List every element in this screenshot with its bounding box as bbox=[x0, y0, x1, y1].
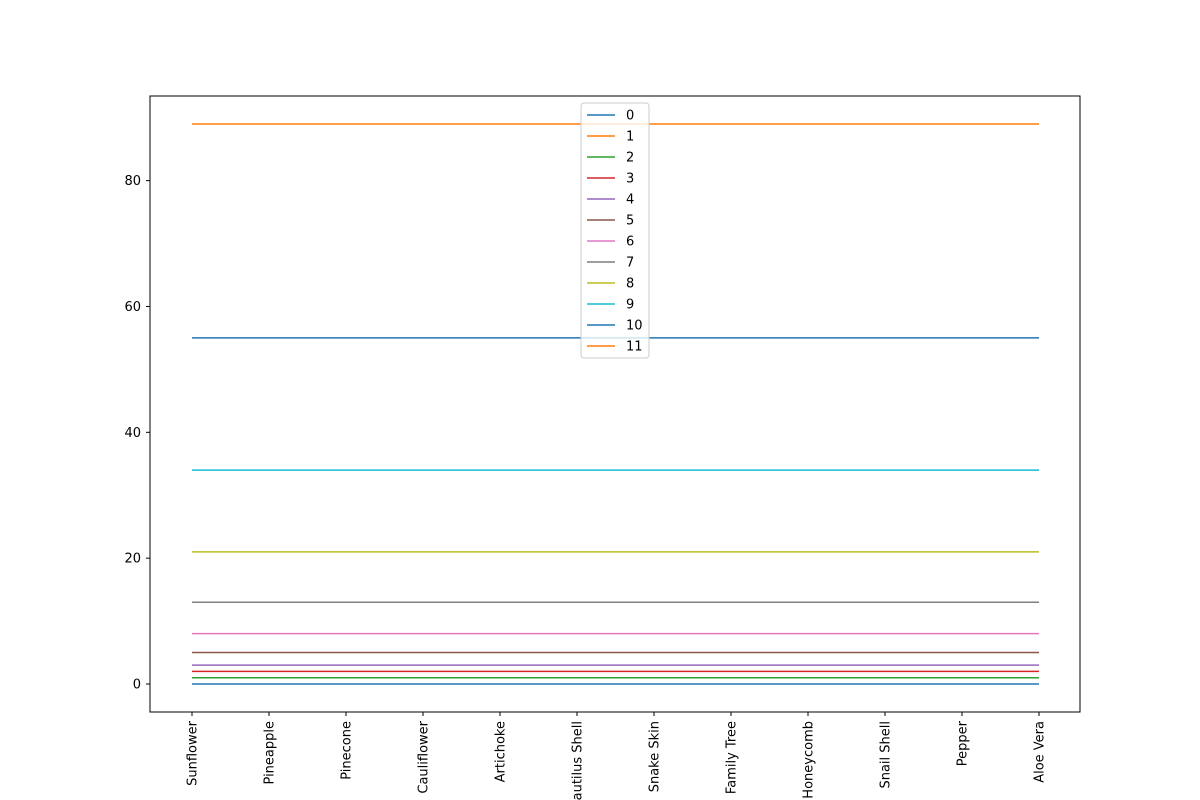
legend-label-5: 5 bbox=[626, 214, 634, 229]
plot-area-frame bbox=[149, 95, 1081, 713]
x-tick-label: Nautilus Shell bbox=[571, 721, 586, 800]
legend-label-11: 11 bbox=[626, 340, 643, 355]
legend-label-2: 2 bbox=[626, 151, 634, 166]
y-tick-label: 60 bbox=[124, 300, 141, 315]
y-tick-label: 20 bbox=[124, 552, 141, 567]
x-tick-label: Honeycomb bbox=[802, 721, 817, 799]
x-tick-label: Cauliflower bbox=[417, 720, 432, 793]
x-tick-label: Pinecone bbox=[340, 721, 355, 780]
legend-label-6: 6 bbox=[626, 235, 634, 250]
legend: 0 1 2 3 4 5 6 7 8 9 10 11 bbox=[580, 102, 650, 359]
legend-label-8: 8 bbox=[626, 277, 634, 292]
x-tick-label: Pineapple bbox=[263, 721, 278, 784]
legend-label-0: 0 bbox=[626, 109, 634, 124]
legend-label-3: 3 bbox=[626, 172, 634, 187]
x-tick-label: Sunflower bbox=[186, 720, 201, 786]
x-tick-label: Snake Skin bbox=[648, 721, 663, 792]
x-tick-label: Snail Shell bbox=[879, 721, 894, 789]
y-tick-label: 80 bbox=[124, 174, 141, 189]
y-tick-label: 40 bbox=[124, 426, 141, 441]
x-tick-label: Family Tree bbox=[725, 721, 740, 794]
x-axis: Sunflower Pineapple Pinecone Cauliflower Art… bbox=[186, 712, 1048, 800]
x-tick-label: Artichoke bbox=[494, 721, 509, 782]
y-axis: 0 20 40 60 80 bbox=[124, 174, 150, 693]
legend-label-4: 4 bbox=[626, 193, 634, 208]
x-tick-label: Pepper bbox=[956, 720, 971, 766]
legend-label-1: 1 bbox=[626, 130, 634, 145]
legend-box bbox=[580, 102, 650, 359]
y-tick-label: 0 bbox=[133, 678, 141, 693]
legend-label-7: 7 bbox=[626, 256, 634, 271]
x-tick-label: Aloe Vera bbox=[1033, 721, 1048, 783]
legend-label-9: 9 bbox=[626, 298, 634, 313]
legend-label-10: 10 bbox=[626, 319, 643, 334]
